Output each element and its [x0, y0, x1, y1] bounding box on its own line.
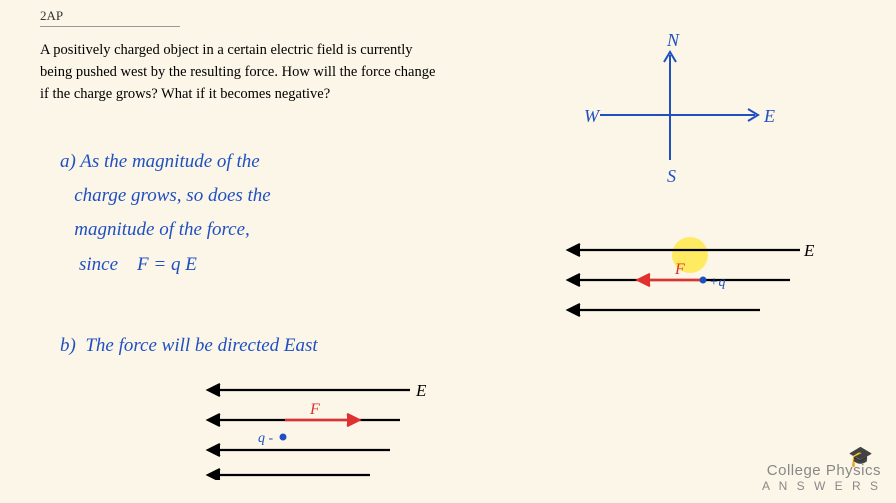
answer-a-line3: magnitude of the force,	[74, 219, 250, 240]
question-text: A positively charged object in a certain…	[40, 40, 440, 105]
logo-sub-text: A N S W E R S	[762, 479, 881, 493]
field-arrow-2b	[208, 414, 220, 426]
force-label-b: F	[309, 401, 320, 418]
charge-label-b: q -	[258, 431, 274, 446]
compass-n-label: N	[666, 30, 680, 50]
answer-a-label: a)	[60, 151, 76, 172]
answer-b: b) The force will be directed East	[60, 335, 500, 357]
compass-s-label: S	[667, 166, 676, 186]
graduation-cap-icon: 🎓	[848, 444, 873, 469]
answer-a: a) As the magnitude of the charge grows,…	[60, 145, 440, 282]
answer-b-text: The force will be directed East	[85, 335, 317, 356]
brand-logo: 🎓 College Physics A N S W E R S	[762, 462, 881, 493]
compass-e-label: E	[763, 106, 775, 126]
answer-a-formula: F = q E	[137, 254, 197, 275]
answer-b-label: b)	[60, 335, 76, 356]
answer-a-line1: As the magnitude of the	[80, 151, 259, 172]
charge-dot-b	[280, 434, 287, 441]
header-underline	[40, 26, 180, 27]
field-arrow-3b	[208, 444, 220, 456]
force-arrowhead-b	[347, 414, 359, 426]
field-diagram-positive: E F +q	[530, 230, 830, 330]
answer-a-line2: charge grows, so does the	[74, 185, 271, 206]
field-arrow-1	[568, 244, 580, 256]
field-arrow-4b	[208, 469, 220, 480]
field-arrow-2	[568, 274, 580, 286]
e-field-label: E	[803, 241, 815, 260]
problem-number: 2AP	[40, 8, 63, 28]
charge-dot	[700, 277, 707, 284]
compass-w-label: W	[584, 106, 601, 126]
field-diagram-negative: E F q -	[180, 370, 460, 480]
field-arrow-3	[568, 304, 580, 316]
compass-diagram: N S W E	[560, 30, 780, 190]
charge-label: +q	[709, 275, 725, 290]
field-arrow-1b	[208, 384, 220, 396]
e-field-label-b: E	[415, 381, 427, 400]
answer-a-since: since	[79, 254, 118, 275]
force-arrowhead	[638, 274, 650, 286]
force-label: F	[674, 261, 685, 278]
